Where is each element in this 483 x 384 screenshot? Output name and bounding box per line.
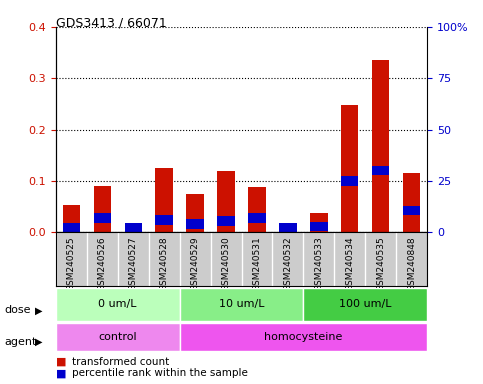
Bar — [372, 166, 389, 175]
Text: dose: dose — [5, 305, 31, 315]
Text: ▶: ▶ — [35, 305, 43, 315]
Text: percentile rank within the sample: percentile rank within the sample — [72, 368, 248, 378]
Bar — [248, 214, 266, 223]
Bar — [217, 217, 235, 226]
Bar — [311, 213, 327, 232]
Text: GSM240528: GSM240528 — [159, 237, 169, 291]
Text: ■: ■ — [56, 357, 66, 367]
Bar — [56, 323, 180, 351]
Bar — [372, 60, 389, 232]
Bar — [94, 214, 111, 223]
Text: GSM240531: GSM240531 — [253, 237, 261, 291]
Text: 0 um/L: 0 um/L — [98, 299, 137, 310]
Bar — [56, 288, 180, 321]
Bar — [180, 288, 303, 321]
Bar — [403, 173, 421, 232]
Bar — [125, 228, 142, 232]
Text: GSM240848: GSM240848 — [408, 237, 416, 291]
Bar — [180, 323, 427, 351]
Bar — [217, 170, 235, 232]
Bar — [280, 223, 297, 232]
Bar — [62, 205, 80, 232]
Text: ■: ■ — [56, 368, 66, 378]
Bar — [186, 194, 203, 232]
Bar — [403, 206, 421, 215]
Bar — [62, 223, 80, 232]
Text: transformed count: transformed count — [72, 357, 170, 367]
Bar — [156, 215, 172, 225]
Bar — [303, 288, 427, 321]
Bar — [248, 187, 266, 232]
Bar — [186, 220, 203, 229]
Text: GDS3413 / 66071: GDS3413 / 66071 — [56, 16, 166, 29]
Text: GSM240534: GSM240534 — [345, 237, 355, 291]
Text: GSM240533: GSM240533 — [314, 237, 324, 291]
Text: GSM240525: GSM240525 — [67, 237, 75, 291]
Text: 100 um/L: 100 um/L — [339, 299, 392, 310]
Text: GSM240526: GSM240526 — [98, 237, 107, 291]
Bar — [156, 168, 172, 232]
Text: homocysteine: homocysteine — [264, 332, 342, 342]
Text: agent: agent — [5, 337, 37, 347]
Text: GSM240529: GSM240529 — [190, 237, 199, 291]
Text: GSM240535: GSM240535 — [376, 237, 385, 291]
Text: ▶: ▶ — [35, 337, 43, 347]
Bar — [341, 105, 358, 232]
Text: GSM240530: GSM240530 — [222, 237, 230, 291]
Bar — [280, 223, 297, 232]
Text: GSM240527: GSM240527 — [128, 237, 138, 291]
Text: control: control — [98, 332, 137, 342]
Bar — [311, 222, 327, 231]
Text: 10 um/L: 10 um/L — [219, 299, 264, 310]
Bar — [125, 223, 142, 232]
Bar — [94, 186, 111, 232]
Text: GSM240532: GSM240532 — [284, 237, 293, 291]
Bar — [341, 176, 358, 185]
